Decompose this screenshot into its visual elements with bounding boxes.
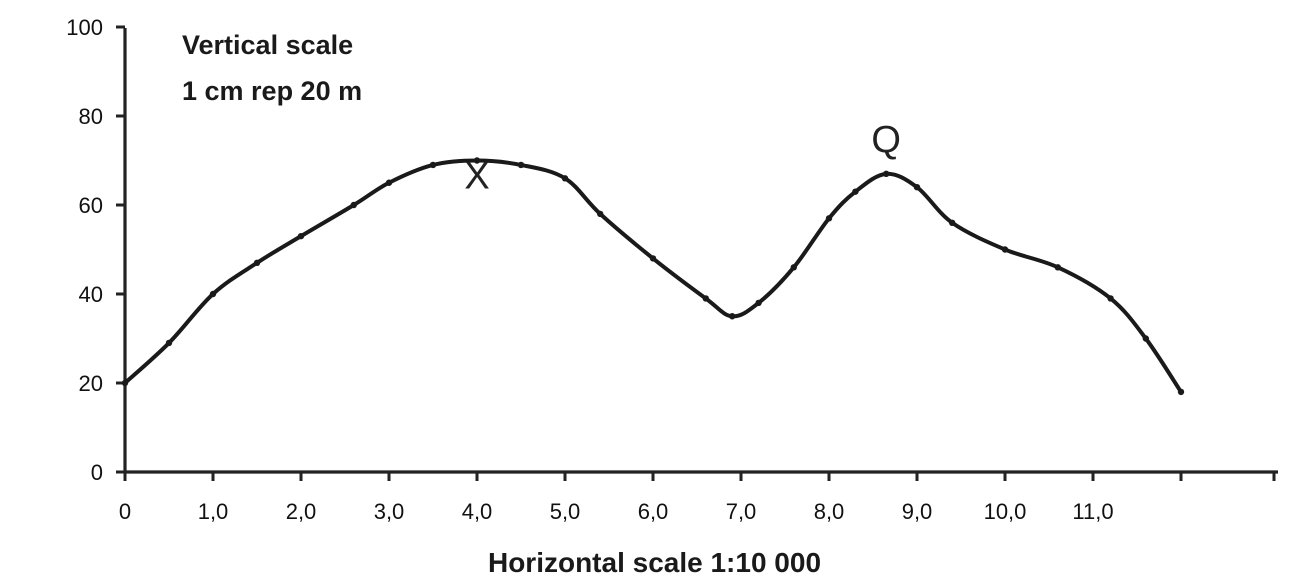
data-point	[702, 295, 709, 302]
data-point	[649, 255, 657, 262]
y-tick-label: 100	[66, 15, 103, 40]
data-point	[561, 175, 569, 182]
x-tick-label: 2,0	[286, 499, 317, 524]
data-point	[825, 215, 833, 222]
x-tick-label: 6,0	[638, 499, 669, 524]
axes	[123, 28, 1278, 474]
data-point	[517, 161, 525, 169]
vertical-scale-value: 1 cm rep 20 m	[182, 76, 363, 106]
y-tick-label: 20	[79, 371, 103, 396]
data-point	[883, 170, 890, 178]
y-tick-label: 0	[91, 460, 103, 485]
series-group	[121, 157, 1185, 396]
data-point	[729, 313, 736, 320]
x-tick-label: 8,0	[814, 499, 845, 524]
y-tick-label: 80	[79, 104, 103, 129]
data-point	[121, 379, 129, 387]
profile-line	[123, 158, 1183, 394]
y-tick-label: 60	[79, 193, 103, 218]
data-point	[165, 339, 173, 347]
data-point	[209, 290, 217, 298]
x-tick-label: 3,0	[374, 499, 405, 524]
tick-marks	[116, 25, 1276, 481]
data-point	[790, 264, 797, 271]
x-tick-label: 10,0	[984, 499, 1027, 524]
data-point	[1142, 335, 1150, 342]
data-point	[429, 161, 437, 169]
data-point	[1177, 388, 1185, 396]
x-tick-label: 4,0	[462, 499, 493, 524]
data-point	[597, 210, 604, 218]
x-tick-label: 5,0	[550, 499, 581, 524]
data-point	[297, 232, 305, 240]
data-point	[253, 259, 261, 267]
data-point	[913, 184, 921, 191]
annotation-x: X	[464, 156, 489, 198]
data-point	[385, 179, 393, 186]
x-tick-label: 7,0	[726, 499, 757, 524]
annotation-q: Q	[871, 119, 901, 161]
data-point	[1001, 246, 1009, 253]
x-tick-label: 0	[119, 499, 131, 524]
x-axis-label: Horizontal scale 1:10 000	[487, 547, 822, 578]
data-point	[755, 299, 762, 307]
y-tick-label: 40	[79, 282, 103, 307]
x-tick-label: 9,0	[902, 499, 933, 524]
vertical-scale-note: Vertical scale	[182, 30, 354, 60]
annotations: XQ	[464, 119, 901, 198]
data-point	[1107, 295, 1114, 302]
x-tick-label: 11,0	[1072, 499, 1113, 524]
data-point	[350, 201, 357, 209]
data-point	[949, 219, 956, 226]
data-point	[852, 188, 859, 195]
tick-labels: 0 20 40 60 80 100 0 1,0 2,0 3,0 4,0 5,0 6,0 7,0 8,0 9,0…	[66, 15, 1113, 524]
data-point	[1054, 264, 1062, 271]
x-tick-label: 1,0	[198, 499, 229, 524]
data-point	[473, 157, 481, 164]
